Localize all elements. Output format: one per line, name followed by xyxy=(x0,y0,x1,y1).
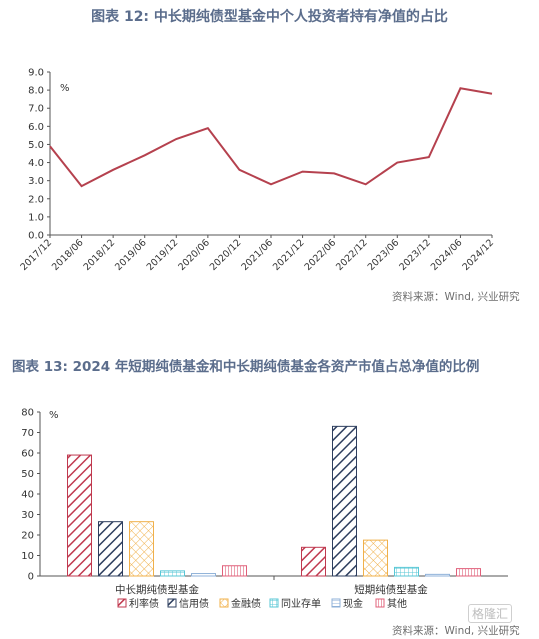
line-chart-unit-label: % xyxy=(60,83,70,94)
figure-12-source: 资料来源：Wind, 兴业研究 xyxy=(392,291,520,303)
legend-label: 其他 xyxy=(387,597,407,610)
line-y-tick-label: 5.0 xyxy=(28,140,44,151)
bar xyxy=(191,573,216,577)
bar-y-tick-label: 40 xyxy=(21,490,34,501)
bar-y-tick-label: 30 xyxy=(21,510,34,521)
line-y-tick-label: 9.0 xyxy=(28,68,44,79)
line-chart: 0.01.02.03.04.05.06.07.08.09.0 2017/1220… xyxy=(18,68,496,274)
legend-swatch xyxy=(375,598,385,608)
legend-label: 同业存单 xyxy=(281,597,321,610)
line-y-tick-label: 3.0 xyxy=(28,176,44,187)
line-x-tick-label: 2024/06 xyxy=(429,237,465,273)
legend-swatch xyxy=(219,598,229,608)
line-y-tick-label: 8.0 xyxy=(28,86,44,97)
bar xyxy=(332,425,357,577)
legend-label: 信用债 xyxy=(179,597,209,610)
line-x-tick-label: 2022/12 xyxy=(334,237,370,273)
line-y-tick-label: 2.0 xyxy=(28,194,44,205)
figure-13-title: 图表 13: 2024 年短期纯债基金和中长期纯债基金各资产市值占总净值的比例 xyxy=(12,359,480,375)
bar-y-tick-label: 10 xyxy=(21,551,34,562)
line-y-tick-label: 4.0 xyxy=(28,158,44,169)
line-x-tick-label: 2020/12 xyxy=(208,237,244,273)
line-x-tick-label: 2023/12 xyxy=(397,237,433,273)
line-x-tick-label: 2018/06 xyxy=(50,237,86,273)
line-y-tick-label: 6.0 xyxy=(28,122,44,133)
line-x-tick-label: 2021/06 xyxy=(239,237,275,273)
line-x-tick-label: 2022/06 xyxy=(303,237,339,273)
legend-swatch xyxy=(269,598,279,608)
line-x-tick-label: 2019/12 xyxy=(145,237,181,273)
line-y-tick-label: 1.0 xyxy=(28,212,44,223)
bar xyxy=(301,546,326,577)
line-chart-series xyxy=(49,87,493,188)
line-chart-y-ticks: 0.0 1.0 2.0 3.0 4.0 5.0 6.0 7.0 8.0 9.0 xyxy=(28,68,50,242)
legend-label: 金融债 xyxy=(231,597,261,610)
line-x-tick-label: 2018/12 xyxy=(82,237,118,273)
bar-category-label: 短期纯债型基金 xyxy=(354,583,428,596)
bar-chart-y-ticks: 0 10 20 30 40 50 60 70 80 xyxy=(21,408,40,583)
legend-swatch xyxy=(117,598,127,608)
line-x-tick-label: 2024/12 xyxy=(460,237,496,273)
bar xyxy=(160,570,185,577)
line-y-tick-label: 0.0 xyxy=(28,231,44,242)
line-series-path xyxy=(49,87,493,188)
bar-chart-legend: 利率债 信用债 金融债 同业存单 现金 其他 xyxy=(117,597,407,610)
bar-y-tick-label: 70 xyxy=(21,428,34,439)
watermark-logo: 格隆汇 xyxy=(468,604,513,623)
legend-swatch xyxy=(331,598,341,608)
line-x-tick-label: 2020/06 xyxy=(176,237,212,273)
bar xyxy=(456,568,481,577)
bar xyxy=(394,566,419,577)
line-x-tick-label: 2023/06 xyxy=(366,237,402,273)
line-x-tick-label: 2019/06 xyxy=(113,237,149,273)
bar-y-tick-label: 60 xyxy=(21,449,34,460)
bar-y-tick-label: 0 xyxy=(28,572,34,583)
line-y-tick-label: 7.0 xyxy=(28,104,44,115)
line-chart-axes xyxy=(49,72,492,236)
bar xyxy=(363,539,388,577)
bar xyxy=(67,454,92,577)
legend-label: 利率债 xyxy=(129,597,159,610)
bar-y-tick-label: 80 xyxy=(21,408,34,419)
bar xyxy=(425,573,450,577)
bar-chart-axes xyxy=(39,412,508,580)
line-x-tick-label: 2021/12 xyxy=(271,237,307,273)
figure-12-title: 图表 12: 中长期纯债型基金中个人投资者持有净值的占比 xyxy=(91,9,448,25)
bar-y-tick-label: 20 xyxy=(21,531,34,542)
bar-chart-unit-label: % xyxy=(49,410,59,421)
bar xyxy=(98,521,123,577)
bar-chart-bars xyxy=(67,425,481,577)
figure-13-source: 资料来源：Wind, 兴业研究 xyxy=(392,625,520,637)
bar-y-tick-label: 50 xyxy=(21,469,34,480)
bar-category-label: 中长期纯债型基金 xyxy=(115,583,199,596)
line-x-tick-label: 2017/12 xyxy=(18,237,54,273)
bar xyxy=(129,521,154,577)
legend-label: 现金 xyxy=(343,597,363,610)
bar-chart-categories: 中长期纯债型基金 短期纯债型基金 xyxy=(115,583,428,596)
bar xyxy=(222,565,247,577)
line-chart-x-ticks: 2017/122018/062018/122019/062019/122020/… xyxy=(18,235,496,273)
legend-swatch xyxy=(167,598,177,608)
